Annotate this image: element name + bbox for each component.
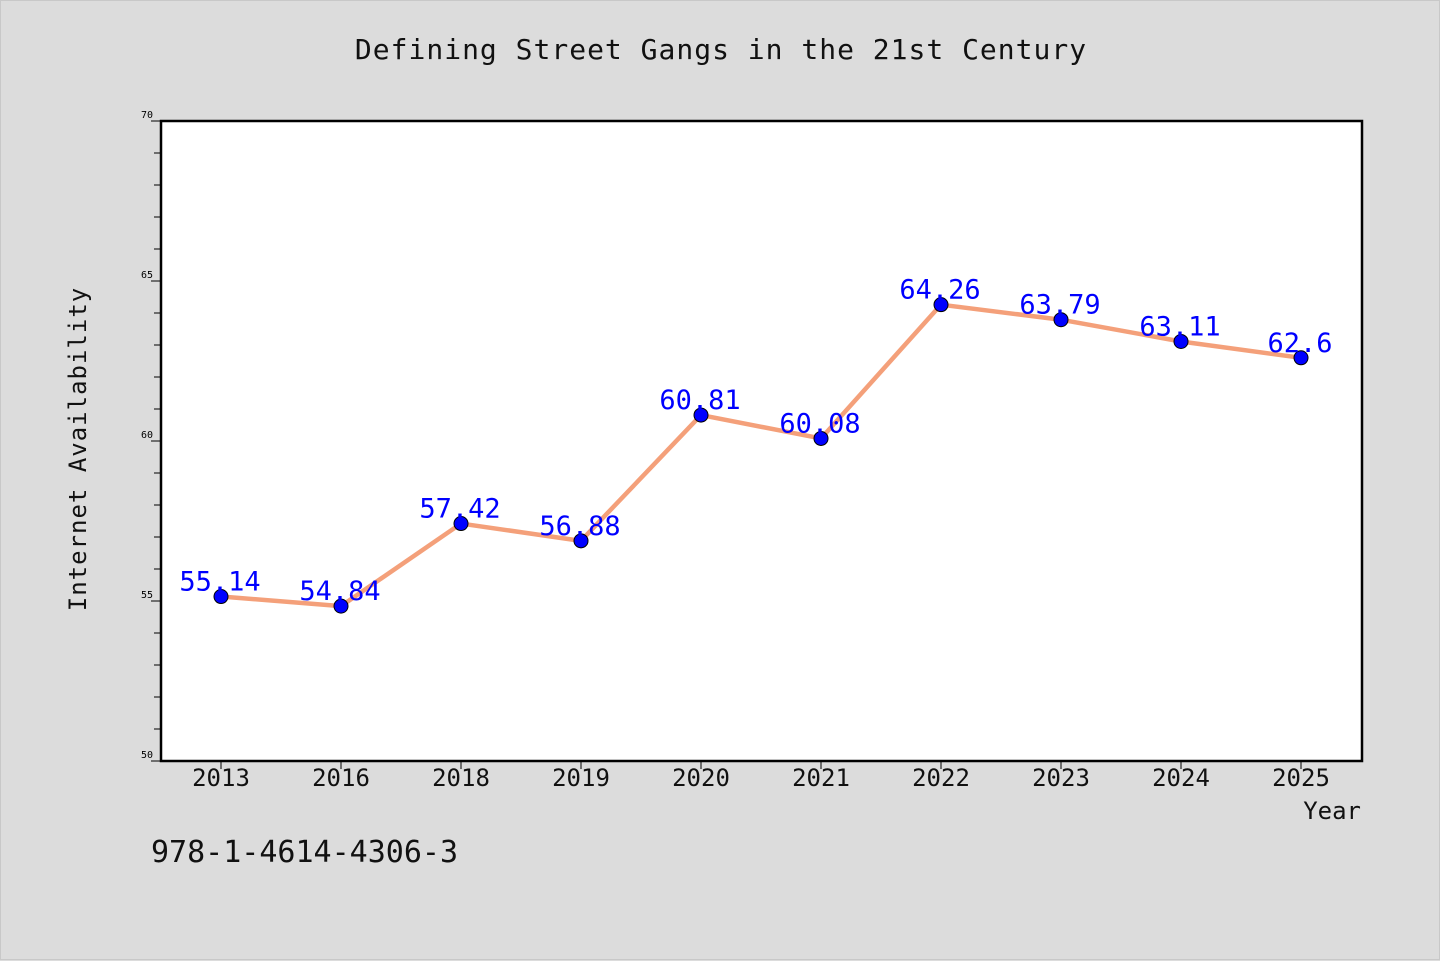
data-point [693, 407, 709, 423]
data-label: 63.11 [1139, 311, 1220, 342]
series-line [218, 302, 1304, 609]
y-tick-label: 65 [141, 270, 153, 281]
chart-title: Defining Street Gangs in the 21st Centur… [354, 33, 1088, 66]
series-layer: 55.14 54.84 57.42 56.88 60.81 60.08 64.26 63.79… [179, 275, 1333, 614]
x-tick-label: 2023 [1032, 764, 1090, 792]
data-label: 55.14 [179, 567, 260, 598]
data-label: 62.6 [1267, 328, 1332, 359]
x-tick-label: 2013 [192, 764, 250, 792]
plot-background [161, 121, 1362, 761]
data-point [933, 297, 949, 313]
y-tick-label: 60 [141, 430, 153, 441]
data-label: 60.81 [659, 385, 740, 416]
data-label: 56.88 [539, 511, 620, 542]
x-tick-label: 2016 [312, 764, 370, 792]
y-tick-label: 50 [141, 750, 153, 761]
data-point [813, 430, 829, 446]
plot-frame [159, 119, 1364, 763]
data-point [1173, 333, 1189, 349]
data-label: 63.79 [1019, 290, 1100, 321]
data-point [1293, 350, 1309, 366]
data-label: 57.42 [419, 494, 500, 525]
data-label: 64.26 [899, 275, 980, 306]
data-point [453, 516, 469, 532]
x-tick-label: 2025 [1272, 764, 1330, 792]
x-tick-label: 2021 [792, 764, 850, 792]
x-tick-label: 2018 [432, 764, 490, 792]
data-point [1053, 312, 1069, 328]
x-tick-label: 2022 [912, 764, 970, 792]
data-label: 54.84 [299, 576, 380, 607]
y-tick-label: 70 [141, 110, 153, 121]
x-tick-label: 2024 [1152, 764, 1210, 792]
data-label: 60.08 [779, 408, 860, 439]
x-tick-label: 2020 [672, 764, 730, 792]
data-point [333, 598, 349, 614]
y-tick-label: 55 [141, 590, 153, 601]
isbn-annotation: 978-1-4614-4306-3 [151, 835, 459, 870]
x-axis-label: Year [1303, 797, 1361, 825]
data-point [213, 589, 229, 605]
data-point [573, 533, 589, 549]
x-tick-label: 2019 [552, 764, 610, 792]
